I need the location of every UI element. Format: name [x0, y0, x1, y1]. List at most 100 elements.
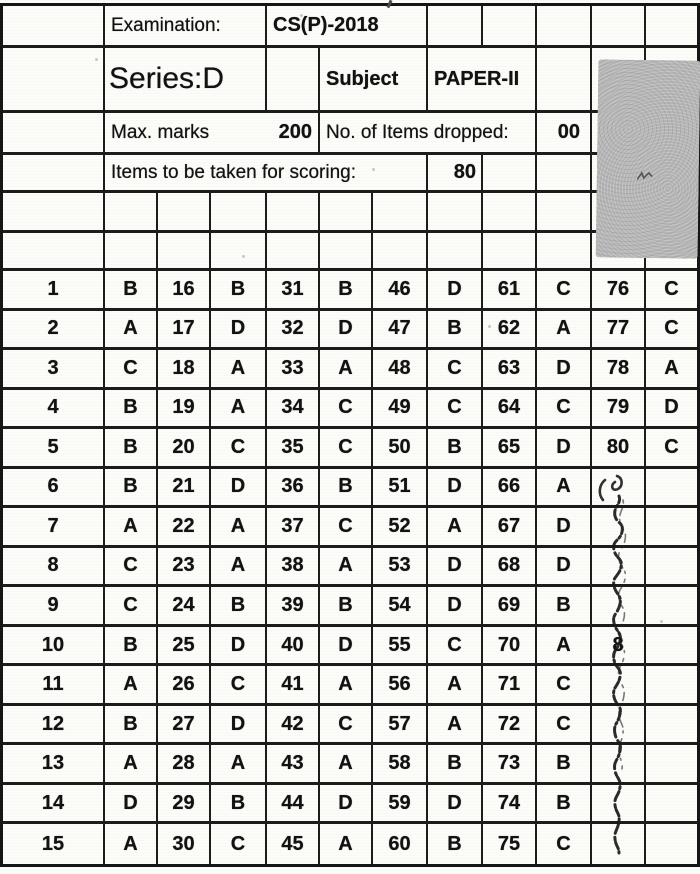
question-number-cell: 31: [267, 271, 320, 311]
empty-cell: [267, 48, 320, 113]
question-number-cell: 43: [267, 745, 320, 785]
answer-cell: D: [537, 429, 592, 469]
answer-cell: D: [105, 784, 158, 825]
examination-value: CS(P)-2018: [267, 6, 428, 48]
answer-cell: C: [320, 508, 373, 548]
question-number-cell: 37: [267, 508, 320, 548]
empty-cell: [3, 48, 105, 113]
question-number-cell: 51: [373, 468, 428, 509]
empty-cell: [105, 193, 158, 233]
question-number-cell: 44: [267, 784, 320, 825]
empty-cell: [428, 233, 483, 271]
question-number-cell: 78: [592, 350, 646, 390]
answer-cell: A: [211, 745, 267, 785]
question-number-cell: 8: [3, 547, 105, 588]
answer-cell: B: [320, 468, 373, 509]
question-number-cell: 8: [592, 626, 646, 667]
max-marks-label: Max. marks: [111, 121, 210, 143]
answer-cell: B: [428, 745, 483, 785]
answer-cell: A: [320, 350, 373, 390]
question-number-cell: 20: [158, 429, 211, 469]
answer-cell: D: [537, 547, 592, 588]
answer-cell: A: [211, 547, 267, 588]
answer-cell: B: [537, 745, 592, 785]
empty-cell: [158, 233, 211, 271]
answer-cell: B: [428, 310, 483, 351]
question-number-cell: 48: [373, 350, 428, 390]
question-number-cell: [592, 547, 646, 588]
question-number-cell: 45: [267, 824, 320, 864]
answer-cell: C: [211, 824, 267, 864]
series-label: Series:D: [105, 48, 267, 113]
answer-cell: A: [320, 666, 373, 706]
question-number-cell: 64: [483, 389, 537, 430]
question-number-cell: 38: [267, 547, 320, 588]
answer-cell: C: [428, 350, 483, 390]
answer-cell: C: [537, 666, 592, 706]
items-dropped-label: No. of Items dropped:: [320, 113, 537, 155]
empty-cell: [646, 233, 697, 271]
empty-cell: [3, 113, 105, 155]
answer-cell: [646, 508, 697, 548]
answer-cell: C: [428, 626, 483, 667]
question-number-cell: 1: [3, 271, 105, 311]
question-number-cell: [592, 587, 646, 627]
question-number-cell: 61: [483, 271, 537, 311]
answer-cell: [646, 666, 697, 706]
answer-cell: D: [211, 626, 267, 667]
empty-cell: [320, 233, 373, 271]
empty-cell: [537, 6, 592, 48]
answer-cell: B: [211, 587, 267, 627]
question-number-cell: 55: [373, 626, 428, 667]
answer-cell: [646, 587, 697, 627]
question-number-cell: 77: [592, 310, 646, 351]
answer-cell: A: [105, 508, 158, 548]
question-number-cell: 16: [158, 271, 211, 311]
question-number-cell: 71: [483, 666, 537, 706]
empty-cell: [483, 6, 537, 48]
answer-cell: D: [428, 784, 483, 825]
answer-cell: A: [320, 745, 373, 785]
question-number-cell: 17: [158, 310, 211, 351]
question-number-cell: 41: [267, 666, 320, 706]
answer-cell: B: [105, 271, 158, 311]
answer-cell: D: [320, 626, 373, 667]
question-number-cell: 4: [3, 389, 105, 430]
question-number-cell: 10: [3, 626, 105, 667]
empty-cell: [537, 193, 592, 233]
empty-cell: [373, 193, 428, 233]
question-number-cell: 12: [3, 705, 105, 746]
empty-cell: [267, 193, 320, 233]
answer-cell: D: [537, 350, 592, 390]
question-number-cell: 58: [373, 745, 428, 785]
question-number-cell: 63: [483, 350, 537, 390]
subject-label: Subject: [320, 48, 428, 113]
empty-cell: [592, 6, 646, 48]
speck: [242, 255, 245, 258]
empty-cell: [428, 6, 483, 48]
answer-cell: C: [320, 429, 373, 469]
question-number-cell: 29: [158, 784, 211, 825]
speck: [488, 325, 491, 328]
max-marks-value: 200: [278, 121, 312, 143]
question-number-cell: 15: [3, 824, 105, 864]
question-number-cell: [592, 508, 646, 548]
empty-cell: [320, 193, 373, 233]
question-number-cell: 53: [373, 547, 428, 588]
answer-cell: B: [211, 784, 267, 825]
answer-cell: [646, 785, 697, 825]
empty-cell: [105, 233, 158, 271]
question-number-cell: 80: [592, 429, 646, 469]
question-number-cell: [592, 824, 646, 864]
max-marks-cell: Max. marks 200: [105, 113, 320, 155]
answer-cell: B: [320, 271, 373, 311]
answer-cell: C: [537, 824, 592, 864]
answer-cell: A: [105, 310, 158, 351]
answer-cell: D: [646, 390, 697, 430]
answer-cell: C: [537, 389, 592, 430]
answer-cell: A: [320, 824, 373, 864]
empty-cell: [158, 193, 211, 233]
answer-cell: [646, 745, 697, 785]
empty-cell: [3, 233, 105, 271]
